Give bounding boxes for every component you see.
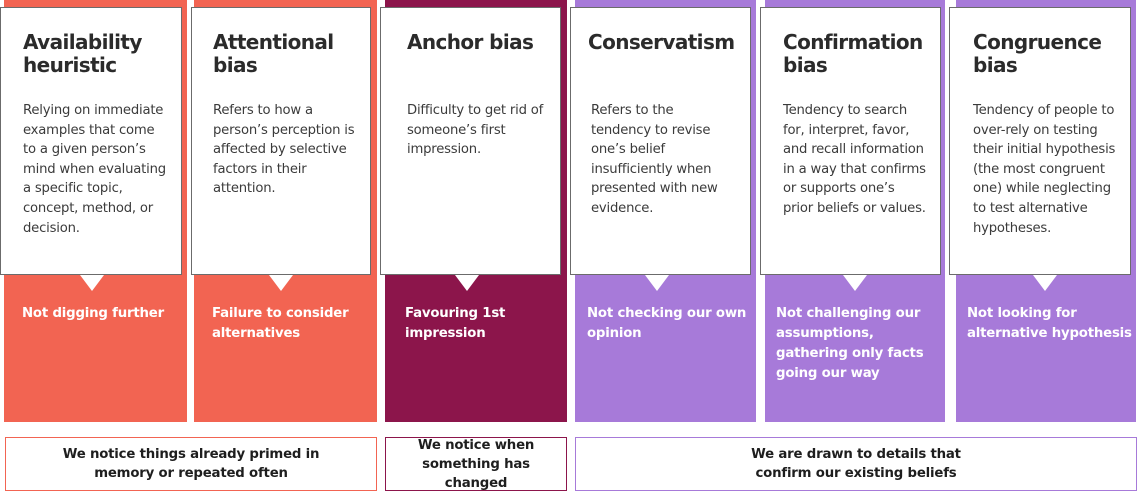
bias-description: Difficulty to get rid of someone’s first… (407, 103, 544, 158)
down-arrow-icon (80, 275, 104, 291)
bias-title: Congruence bias (973, 30, 1102, 77)
footer-confirm-beliefs: We are drawn to details that confirm our… (575, 437, 1137, 491)
bias-description: Tendency of people to over-rely on testi… (973, 103, 1116, 236)
bias-title: Conservatism (588, 30, 735, 54)
bias-card: Conservatism Refers to the tendency to r… (570, 7, 751, 275)
bias-effect: Favouring 1st impression (405, 306, 506, 341)
bias-description: Relying on immediate examples that come … (23, 103, 166, 236)
down-arrow-icon (645, 275, 669, 291)
down-arrow-icon (269, 275, 293, 291)
column-congruence-bias: Congruence bias Tendency of people to ov… (949, 0, 1136, 422)
bias-title: Availability heuristic (23, 30, 142, 77)
column-anchor-bias: Anchor bias Difficulty to get rid of som… (380, 0, 567, 422)
footer-change-noticed: We notice when something has changed (385, 437, 567, 491)
bias-description: Refers to the tendency to revise one’s b… (591, 103, 718, 216)
bias-effect: Not challenging our assumptions, gatheri… (776, 306, 924, 381)
bias-card: Congruence bias Tendency of people to ov… (949, 7, 1131, 275)
column-conservatism: Conservatism Refers to the tendency to r… (570, 0, 756, 422)
footer-memory-primed: We notice things already primed in memor… (5, 437, 377, 491)
bias-description: Refers to how a person’s perception is a… (213, 103, 355, 197)
down-arrow-icon (843, 275, 867, 291)
bias-card: Anchor bias Difficulty to get rid of som… (380, 7, 561, 275)
bias-description: Tendency to search for, interpret, favor… (783, 103, 926, 216)
bias-effect: Not digging further (22, 306, 164, 321)
bias-title: Confirmation bias (783, 30, 923, 77)
bias-effect: Not looking for alternative hypothesis (967, 306, 1132, 341)
column-confirmation-bias: Confirmation bias Tendency to search for… (760, 0, 945, 422)
down-arrow-icon (455, 275, 479, 291)
bias-card: Confirmation bias Tendency to search for… (760, 7, 941, 275)
bias-card: Attentional bias Refers to how a person’… (191, 7, 371, 275)
column-attentional-bias: Attentional bias Refers to how a person’… (191, 0, 377, 422)
bias-effect: Failure to consider alternatives (212, 306, 349, 341)
bias-effect: Not checking our own opinion (587, 306, 747, 341)
column-availability-heuristic: Availability heuristic Relying on immedi… (0, 0, 187, 422)
bias-title: Anchor bias (407, 30, 534, 54)
bias-card: Availability heuristic Relying on immedi… (0, 7, 182, 275)
bias-title: Attentional bias (213, 30, 334, 77)
down-arrow-icon (1033, 275, 1057, 291)
